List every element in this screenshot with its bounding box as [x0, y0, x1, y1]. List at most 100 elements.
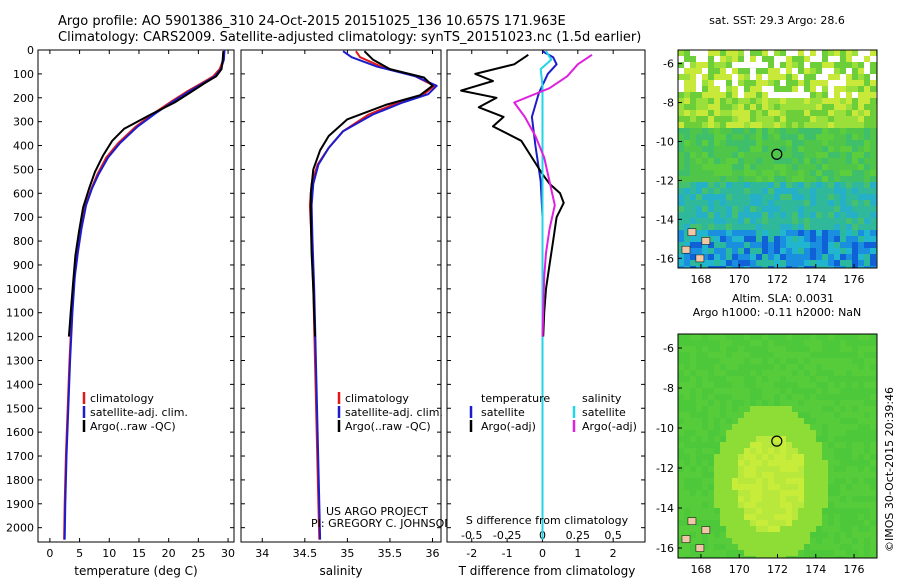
- map-cell: [768, 460, 774, 466]
- map-cell: [858, 520, 864, 526]
- map-cell: [816, 538, 822, 544]
- map-cell: [816, 430, 822, 436]
- map-cell: [780, 152, 786, 158]
- map-cell: [750, 526, 756, 532]
- map-cell: [738, 68, 744, 74]
- map-cell: [720, 116, 726, 122]
- map-cell: [738, 346, 744, 352]
- map-cell: [810, 80, 816, 86]
- map-cell: [816, 394, 822, 400]
- map-cell: [678, 110, 684, 116]
- map-cell: [810, 532, 816, 538]
- map-cell: [810, 520, 816, 526]
- map-cell: [678, 334, 684, 340]
- map-cell: [714, 206, 720, 212]
- map-cell: [822, 556, 828, 558]
- map-cell: [792, 128, 798, 134]
- map-cell: [792, 224, 798, 230]
- map-cell: [834, 152, 840, 158]
- map-cell: [720, 394, 726, 400]
- map-cell: [762, 478, 768, 484]
- map-cell: [786, 424, 792, 430]
- map-cell: [816, 406, 822, 412]
- map-cell: [744, 188, 750, 194]
- map-cell: [768, 352, 774, 358]
- map-cell: [702, 352, 708, 358]
- map-cell: [726, 206, 732, 212]
- map-cell: [858, 442, 864, 448]
- map-cell: [684, 358, 690, 364]
- map-cell: [714, 134, 720, 140]
- map-cell: [756, 406, 762, 412]
- map-cell: [702, 194, 708, 200]
- map-cell: [678, 346, 684, 352]
- map-cell: [774, 334, 780, 340]
- map-cell: [816, 334, 822, 340]
- map-cell: [756, 80, 762, 86]
- map-cell: [732, 224, 738, 230]
- map-cell: [678, 388, 684, 394]
- map-cell: [744, 68, 750, 74]
- map-cell: [750, 358, 756, 364]
- map-cell: [804, 406, 810, 412]
- map-cell: [696, 122, 702, 128]
- map-cell: [738, 140, 744, 146]
- map-cell: [828, 520, 834, 526]
- map-cell: [696, 218, 702, 224]
- map-cell: [792, 176, 798, 182]
- map-cell: [738, 50, 744, 56]
- map-cell: [786, 484, 792, 490]
- map-cell: [756, 436, 762, 442]
- map-cell: [804, 460, 810, 466]
- map-cell: [780, 472, 786, 478]
- map-cell: [756, 116, 762, 122]
- map-cell: [858, 116, 864, 122]
- map-cell: [696, 200, 702, 206]
- map-cell: [720, 170, 726, 176]
- map-cell: [696, 164, 702, 170]
- map-cell: [684, 400, 690, 406]
- map-cell: [810, 212, 816, 218]
- map-cell: [762, 556, 768, 558]
- map-cell: [840, 230, 846, 236]
- map-cell: [738, 406, 744, 412]
- map-cell: [780, 418, 786, 424]
- map-cell: [684, 80, 690, 86]
- map-cell: [786, 194, 792, 200]
- map-cell: [864, 212, 870, 218]
- map-cell: [708, 514, 714, 520]
- map-cell: [738, 508, 744, 514]
- map-cell: [870, 460, 876, 466]
- map-cell: [798, 472, 804, 478]
- map-cell: [834, 224, 840, 230]
- map-cell: [690, 110, 696, 116]
- map-cell: [756, 200, 762, 206]
- map-cell: [702, 74, 708, 80]
- map-cell: [792, 56, 798, 62]
- map-cell: [726, 382, 732, 388]
- map-cell: [852, 128, 858, 134]
- map-cell: [690, 68, 696, 74]
- map-cell: [816, 98, 822, 104]
- map-cell: [714, 176, 720, 182]
- map-cell: [714, 376, 720, 382]
- map-cell: [870, 236, 876, 242]
- map-cell: [870, 406, 876, 412]
- map-cell: [744, 514, 750, 520]
- map-cell: [798, 388, 804, 394]
- map-cell: [678, 158, 684, 164]
- map-cell: [798, 334, 804, 340]
- map-cell: [762, 182, 768, 188]
- map-cell: [708, 364, 714, 370]
- map-cell: [834, 230, 840, 236]
- map-cell: [816, 466, 822, 472]
- map-cell: [750, 128, 756, 134]
- map-cell: [798, 358, 804, 364]
- map-cell: [798, 146, 804, 152]
- map-cell: [720, 146, 726, 152]
- map-cell: [720, 158, 726, 164]
- map-cell: [858, 532, 864, 538]
- map-cell: [720, 556, 726, 558]
- map-cell: [870, 526, 876, 532]
- map-cell: [852, 334, 858, 340]
